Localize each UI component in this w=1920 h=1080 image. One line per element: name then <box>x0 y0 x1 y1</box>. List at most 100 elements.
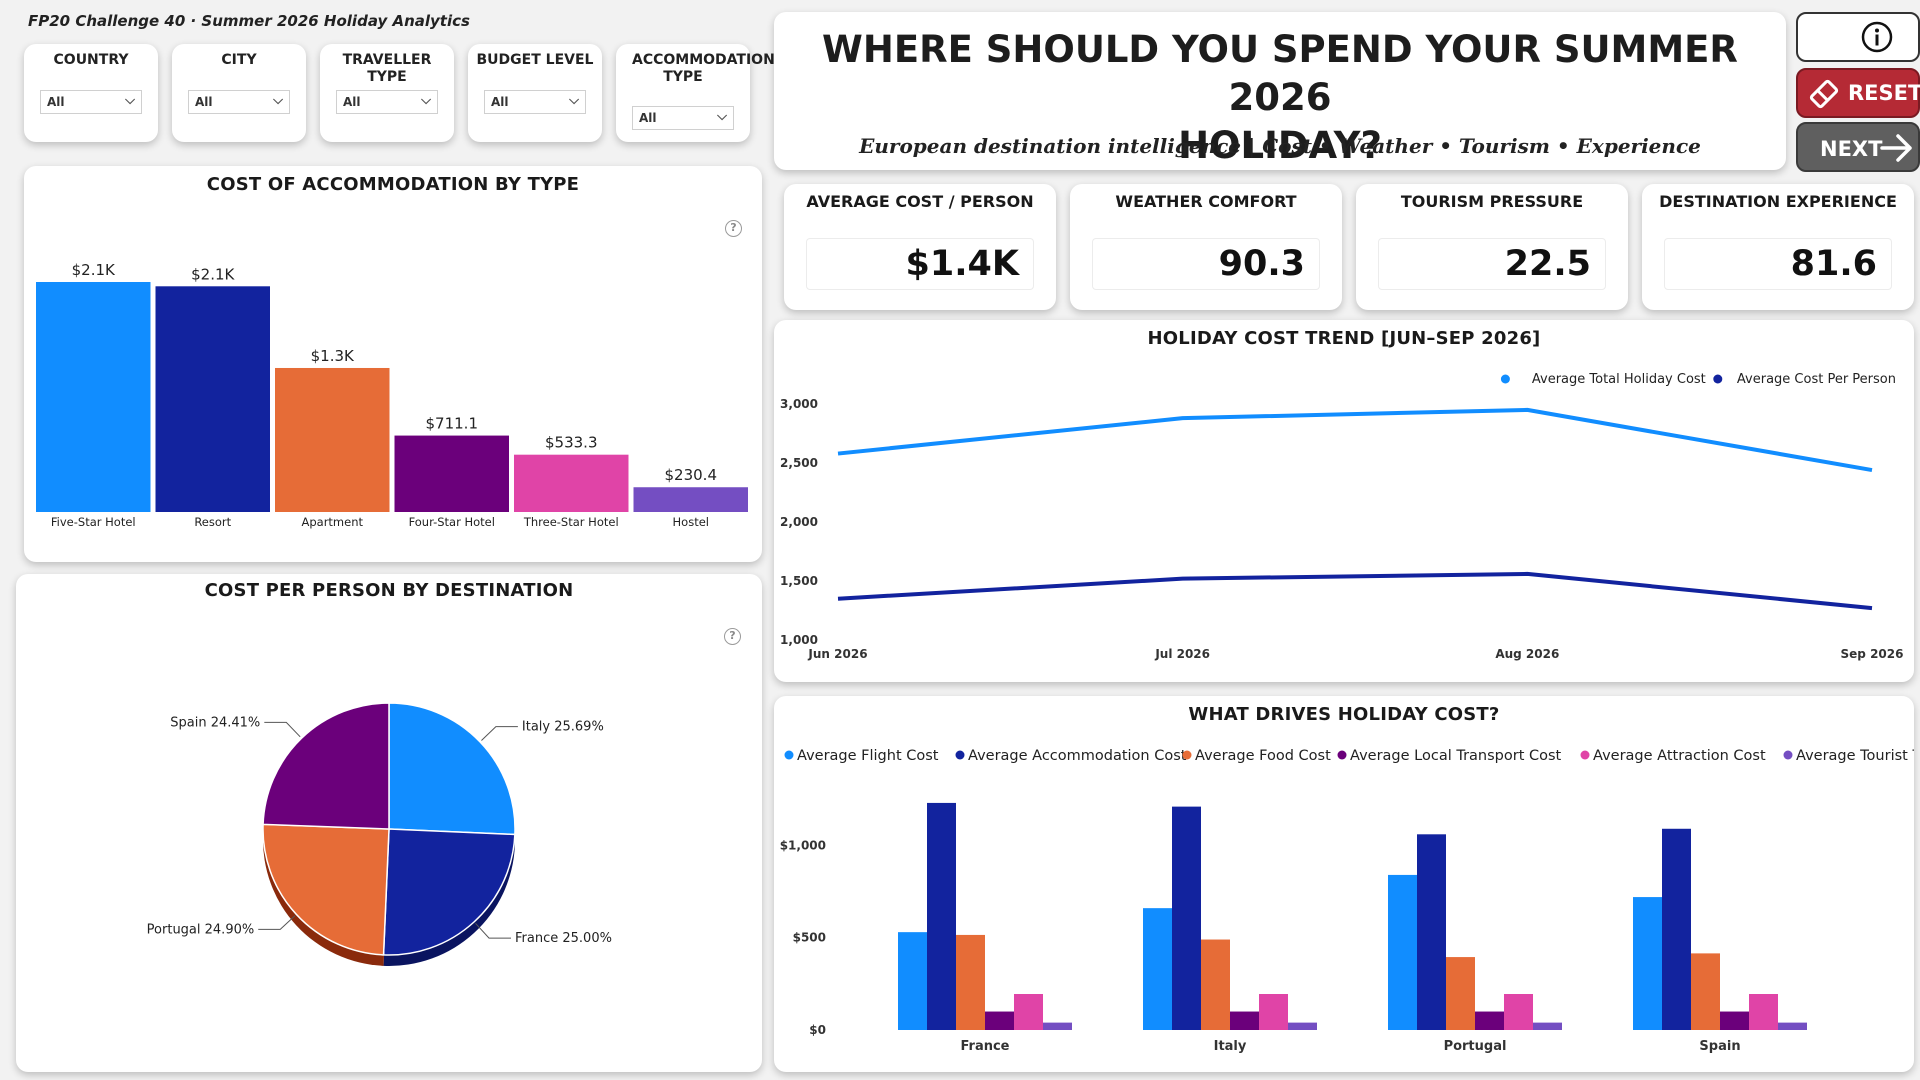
slicer-city[interactable]: CITY All ⌵ <box>172 44 306 142</box>
bar <box>1230 1011 1259 1030</box>
bar <box>1201 939 1230 1030</box>
pie-slice <box>388 702 516 836</box>
legend-marker <box>1783 750 1793 760</box>
slicer-country[interactable]: COUNTRY All ⌵ <box>24 44 158 142</box>
bar <box>898 932 927 1030</box>
bar <box>956 934 985 1030</box>
kpi-label: DESTINATION EXPERIENCE <box>1659 192 1897 211</box>
bar <box>1288 1022 1317 1030</box>
chevron-down-icon: ⌵ <box>421 93 431 108</box>
slicer-dropdown[interactable]: All ⌵ <box>632 106 734 130</box>
bar <box>1633 897 1662 1030</box>
bar <box>1720 1011 1749 1030</box>
bar <box>1778 1022 1807 1030</box>
legend-marker <box>955 750 965 760</box>
accommodation-bar-chart: $2.1K Five-Star Hotel $2.1K Resort $1.3K Apar… <box>36 261 748 529</box>
slicer-value: All <box>47 95 65 109</box>
next-button[interactable]: NEXT <box>1796 122 1920 172</box>
pie-label: Italy 25.69% <box>522 720 604 735</box>
x-tick-label: Apartment <box>301 515 363 529</box>
legend-label: Average Accommodation Cost <box>968 748 1187 764</box>
eraser-icon <box>1809 79 1839 109</box>
info-icon <box>1861 21 1893 53</box>
holiday-cost-trend-chart: 1,000 1,500 2,000 2,500 3,000 Jun 2026 Jul 202… <box>780 372 1904 661</box>
slicer-dropdown[interactable]: All ⌵ <box>40 90 142 114</box>
legend-marker <box>784 750 794 760</box>
data-label: $533.3 <box>545 434 598 452</box>
y-tick-label: 3,000 <box>780 397 818 411</box>
header-card: WHERE SHOULD YOU SPEND YOUR SUMMER 2026 … <box>774 12 1786 170</box>
series-line <box>837 407 1873 473</box>
chart-title: COST PER PERSON BY DESTINATION <box>204 580 574 601</box>
slicer-dropdown[interactable]: All ⌵ <box>336 90 438 114</box>
slicer-dropdown[interactable]: All ⌵ <box>188 90 290 114</box>
bar <box>1143 908 1172 1030</box>
data-label: $230.4 <box>665 466 718 484</box>
pie-leader-line <box>475 923 512 939</box>
info-button[interactable] <box>1796 12 1920 62</box>
slicer-dropdown[interactable]: All ⌵ <box>484 90 586 114</box>
x-tick-label: Spain <box>1699 1039 1740 1054</box>
kpi-label: AVERAGE COST / PERSON <box>806 192 1034 211</box>
pie-label: France 25.00% <box>515 931 612 946</box>
chevron-down-icon: ⌵ <box>273 93 283 108</box>
data-label: $1.3K <box>311 347 355 365</box>
help-icon[interactable]: ? <box>724 628 741 645</box>
next-label: NEXT <box>1820 137 1883 161</box>
cost-drivers-chart: $0 $500 $1,000 France Italy Portugal Spain Aver… <box>780 748 1914 1054</box>
pie-slice <box>382 828 516 956</box>
x-tick-label: Sep 2026 <box>1841 647 1904 661</box>
bar <box>1043 1022 1072 1030</box>
legend-marker <box>1182 750 1192 760</box>
accommodation-chart-card: COST OF ACCOMMODATION BY TYPE ? $2.1K Fiv… <box>24 166 762 562</box>
x-tick-label: Aug 2026 <box>1495 647 1559 661</box>
pie-label: Spain 24.41% <box>170 715 260 730</box>
data-label: $2.1K <box>191 265 235 283</box>
help-icon[interactable]: ? <box>725 220 742 237</box>
bar <box>36 282 151 512</box>
slicer-label: ACCOMMODATION TYPE <box>632 52 775 85</box>
slicer-label: COUNTRY <box>53 52 129 68</box>
y-tick-label: 1,500 <box>780 574 818 588</box>
destination-chart-card: COST PER PERSON BY DESTINATION ? Italy 2… <box>16 574 762 1072</box>
drivers-chart-card: WHAT DRIVES HOLIDAY COST? $0 $500 $1,000 Fr… <box>774 696 1914 1072</box>
page-title-line2: HOLIDAY? <box>1178 124 1382 167</box>
kpi-value: $1.4K <box>905 244 1019 284</box>
bar <box>394 435 509 512</box>
legend-label: Average Cost Per Person <box>1737 372 1896 387</box>
bar <box>1172 806 1201 1030</box>
arrow-right-icon <box>1880 134 1912 162</box>
bar <box>1533 1022 1562 1030</box>
bar <box>1388 874 1417 1030</box>
kpi-value: 90.3 <box>1218 244 1305 284</box>
x-tick-label: Jun 2026 <box>807 647 867 661</box>
pie-leader-line <box>258 915 296 930</box>
bar <box>1417 834 1446 1030</box>
chevron-down-icon: ⌵ <box>717 109 727 124</box>
slicer-value: All <box>491 95 509 109</box>
series-line <box>837 571 1873 611</box>
chart-title: COST OF ACCOMMODATION BY TYPE <box>206 174 580 195</box>
slicer-accommodation-type[interactable]: ACCOMMODATION TYPE All ⌵ <box>616 44 775 142</box>
legend-marker <box>1337 750 1347 760</box>
x-tick-label: Resort <box>194 515 231 529</box>
slicer-budget-level[interactable]: BUDGET LEVEL All ⌵ <box>468 44 602 142</box>
bar <box>155 286 270 512</box>
reset-button[interactable]: RESET <box>1796 68 1920 118</box>
data-label: $2.1K <box>72 261 116 279</box>
pie-label: Portugal 24.90% <box>147 922 255 937</box>
x-tick-label: Three-Star Hotel <box>523 515 619 529</box>
bar <box>1691 953 1720 1030</box>
kpi-value: 22.5 <box>1504 244 1591 284</box>
x-tick-label: Portugal <box>1444 1039 1507 1054</box>
slicer-traveller-type[interactable]: TRAVELLER TYPE All ⌵ <box>320 44 454 142</box>
pie-slice <box>262 702 390 830</box>
slicer-value: All <box>343 95 361 109</box>
x-tick-label: France <box>960 1039 1009 1054</box>
slicer-value: All <box>195 95 213 109</box>
y-tick-label: 1,000 <box>780 633 818 647</box>
bar <box>1662 828 1691 1030</box>
legend-marker <box>1500 374 1510 384</box>
kpi-label: WEATHER COMFORT <box>1115 192 1297 211</box>
bar <box>1749 994 1778 1030</box>
